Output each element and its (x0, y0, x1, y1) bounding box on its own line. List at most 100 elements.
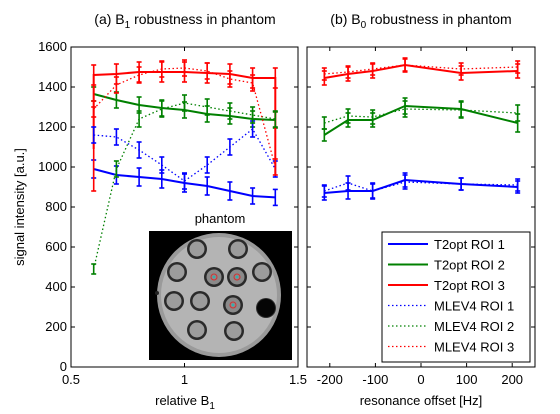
phantom-vial (164, 291, 184, 311)
phantom-vial (187, 239, 207, 259)
panel-a-errorbar (272, 110, 278, 128)
phantom-vial (227, 267, 247, 287)
panel-b-errorbar (345, 65, 351, 79)
panel-b-xtick-label: -200 (317, 372, 343, 387)
panel-a-series-5 (91, 94, 278, 275)
panel-b-errorbar (321, 67, 327, 81)
panel-a-series-4 (91, 120, 278, 190)
panel-a-series-3 (91, 61, 278, 192)
panel-a-errorbar (227, 138, 233, 156)
phantom-vial (223, 295, 243, 315)
panel-a-series-6 (91, 59, 278, 176)
phantom-vial (252, 262, 272, 282)
panel-a-errorbar (250, 106, 256, 124)
phantom-vial (224, 321, 244, 341)
panel-a-errorbar (136, 141, 142, 159)
panel-b-series-line (323, 104, 518, 136)
panel-b-errorbar (458, 62, 464, 76)
panel-a-errorbar (204, 98, 210, 116)
panel-b-errorbar (321, 184, 327, 198)
phantom-vial (204, 267, 224, 287)
panel-a-errorbar (182, 94, 187, 112)
panel-a-errorbar (227, 102, 233, 120)
legend-label: T2opt ROI 3 (434, 278, 505, 293)
panel-a-errorbar (250, 74, 256, 92)
panel-b-xtick-label: 100 (456, 372, 478, 387)
legend-label: T2opt ROI 2 (434, 258, 505, 273)
panel-a-errorbar (159, 156, 165, 174)
panel-b-ticks (307, 46, 535, 368)
panel-a-ytick-label: 600 (45, 239, 67, 254)
panel-b-errorbar (321, 116, 327, 130)
panel-b-errorbar (402, 100, 408, 118)
phantom-inset: phantom (149, 211, 292, 360)
panel-b-axes-frame (306, 46, 536, 368)
panel-a-errorbar (204, 176, 210, 196)
panel-a-errorbar (204, 62, 210, 80)
panel-a-axes-frame (70, 46, 299, 368)
panel-b-errorbar (345, 175, 351, 191)
panel-a-errorbar (113, 128, 119, 146)
panel-a-series-line (93, 102, 276, 270)
panel-b-xtick-label: 200 (501, 372, 523, 387)
legend-box (381, 231, 531, 363)
panel-b-series-1 (321, 172, 521, 201)
legend-entry: T2opt ROI 2 (388, 258, 505, 273)
panel-b-errorbar (515, 60, 521, 74)
phantom-vial (190, 291, 210, 311)
panel-a-tick-labels: 0 200 400 600 800 1000 1200 1400 1600 0.5 1 1.5 (38, 39, 307, 387)
panel-a-errorbar (136, 110, 142, 128)
panel-a-series (91, 59, 278, 275)
legend-label: MLEV4 ROI 3 (434, 340, 514, 355)
panel-a-xtick-label: 1.5 (289, 372, 307, 387)
phantom-vial (228, 239, 248, 259)
panel-b-errorbar (345, 108, 351, 124)
panel-a-errorbar (91, 100, 97, 118)
panel-b-xtick-label: 0 (417, 372, 424, 387)
phantom-vials (164, 239, 276, 341)
panel-b-errorbar (458, 101, 464, 119)
panel-a-ytick-label: 200 (45, 319, 67, 334)
panel-a-ylabel: signal intensity [a.u.] (12, 148, 27, 266)
panel-a-ytick-label: 1000 (38, 159, 67, 174)
legend-entry: T2opt ROI 3 (388, 278, 505, 293)
panel-b-series-line (324, 63, 518, 79)
panel-a-errorbar (113, 160, 119, 178)
legend-entry: MLEV4 ROI 1 (388, 299, 514, 314)
panel-a-ytick-label: 1600 (38, 39, 67, 54)
panel-a-ytick-label: 0 (60, 359, 67, 374)
panel-b-series-line (324, 181, 518, 192)
panel-a-ytick-label: 1400 (38, 79, 67, 94)
panel-b-series-6 (321, 58, 521, 81)
phantom-vial (256, 298, 276, 318)
panel-a-errorbar (91, 126, 97, 144)
panel-a-ytick-label: 800 (45, 199, 67, 214)
phantom-vial (187, 320, 207, 340)
panel-a-xtick-label: 0.5 (62, 372, 80, 387)
panel-a-errorbar (91, 64, 97, 86)
panel-a-errorbar (250, 187, 256, 205)
legend-label: MLEV4 ROI 2 (434, 319, 514, 334)
panel-a-errorbar (272, 67, 278, 89)
panel-b-series-2 (321, 97, 521, 142)
panel-b-errorbar (370, 183, 376, 199)
panel-a-errorbar (136, 167, 142, 187)
panel-b-xlabel: resonance offset [Hz] (360, 393, 483, 408)
panel-b-series (321, 57, 521, 201)
panel-b-series-5 (321, 100, 521, 130)
panel-b-tick-labels: -200 -100 0 100 200 (317, 372, 523, 387)
panel-b-errorbar (370, 109, 376, 125)
phantom-marker-dot (155, 291, 159, 295)
panel-a-xtick-label: 1 (181, 372, 188, 387)
legend: T2opt ROI 1 T2opt ROI 2 T2opt ROI 3 MLEV4 R… (381, 231, 531, 363)
panel-a-errorbar (272, 158, 278, 176)
panel-a-errorbar (227, 181, 233, 201)
phantom-vial (167, 262, 187, 282)
panel-b-title: (b) B0 robustness in phantom (330, 11, 511, 31)
panel-a-errorbar (182, 59, 187, 77)
panel-a-ytick-label: 1200 (38, 119, 67, 134)
panel-b-series-4 (321, 174, 521, 199)
panel-b-errorbar (515, 104, 521, 122)
panel-a-errorbar (159, 100, 165, 118)
panel-b-series-line (324, 178, 518, 194)
